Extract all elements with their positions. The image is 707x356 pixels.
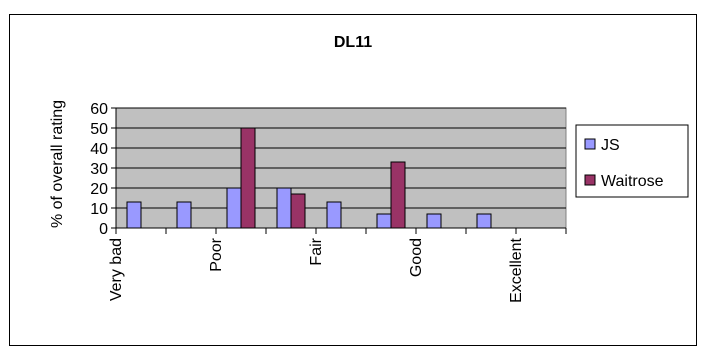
- legend-swatch-waitrose: [584, 174, 596, 186]
- y-tick-label: 20: [90, 181, 108, 198]
- y-tick-label: 0: [99, 221, 108, 238]
- legend-swatch-js: [584, 138, 596, 150]
- x-tick-label: Good: [408, 238, 425, 277]
- chart-title: DL11: [334, 34, 372, 51]
- y-tick-label: 60: [90, 101, 108, 118]
- bar-js: [126, 201, 142, 229]
- y-tick-label: 50: [90, 121, 108, 138]
- legend-label-waitrose: Waitrose: [601, 173, 664, 190]
- bar-js: [226, 187, 242, 229]
- bar-waitrose: [240, 127, 256, 229]
- x-tick-label: Excellent: [508, 237, 525, 302]
- legend-label-js: JS: [601, 137, 620, 154]
- bar-js: [376, 213, 392, 229]
- x-tick-label: Very bad: [108, 238, 125, 301]
- y-axis-title: % of overall rating: [49, 100, 66, 228]
- bar-js: [276, 187, 292, 229]
- x-tick-label: Poor: [208, 237, 225, 271]
- bar-js: [176, 201, 192, 229]
- plot-area: 0 10 20 30 40 50 60 Very bad Poor Fair Good Excelle…: [90, 101, 567, 303]
- legend: JS Waitrose: [575, 124, 689, 198]
- bar-waitrose: [390, 161, 406, 229]
- bar-js: [326, 201, 342, 229]
- x-tick-label: Fair: [308, 237, 325, 265]
- y-tick-label: 40: [90, 141, 108, 158]
- y-tick-label: 10: [90, 201, 108, 218]
- y-tick-label: 30: [90, 161, 108, 178]
- bar-js: [426, 213, 442, 229]
- bar-waitrose: [290, 193, 306, 229]
- bar-js: [476, 213, 492, 229]
